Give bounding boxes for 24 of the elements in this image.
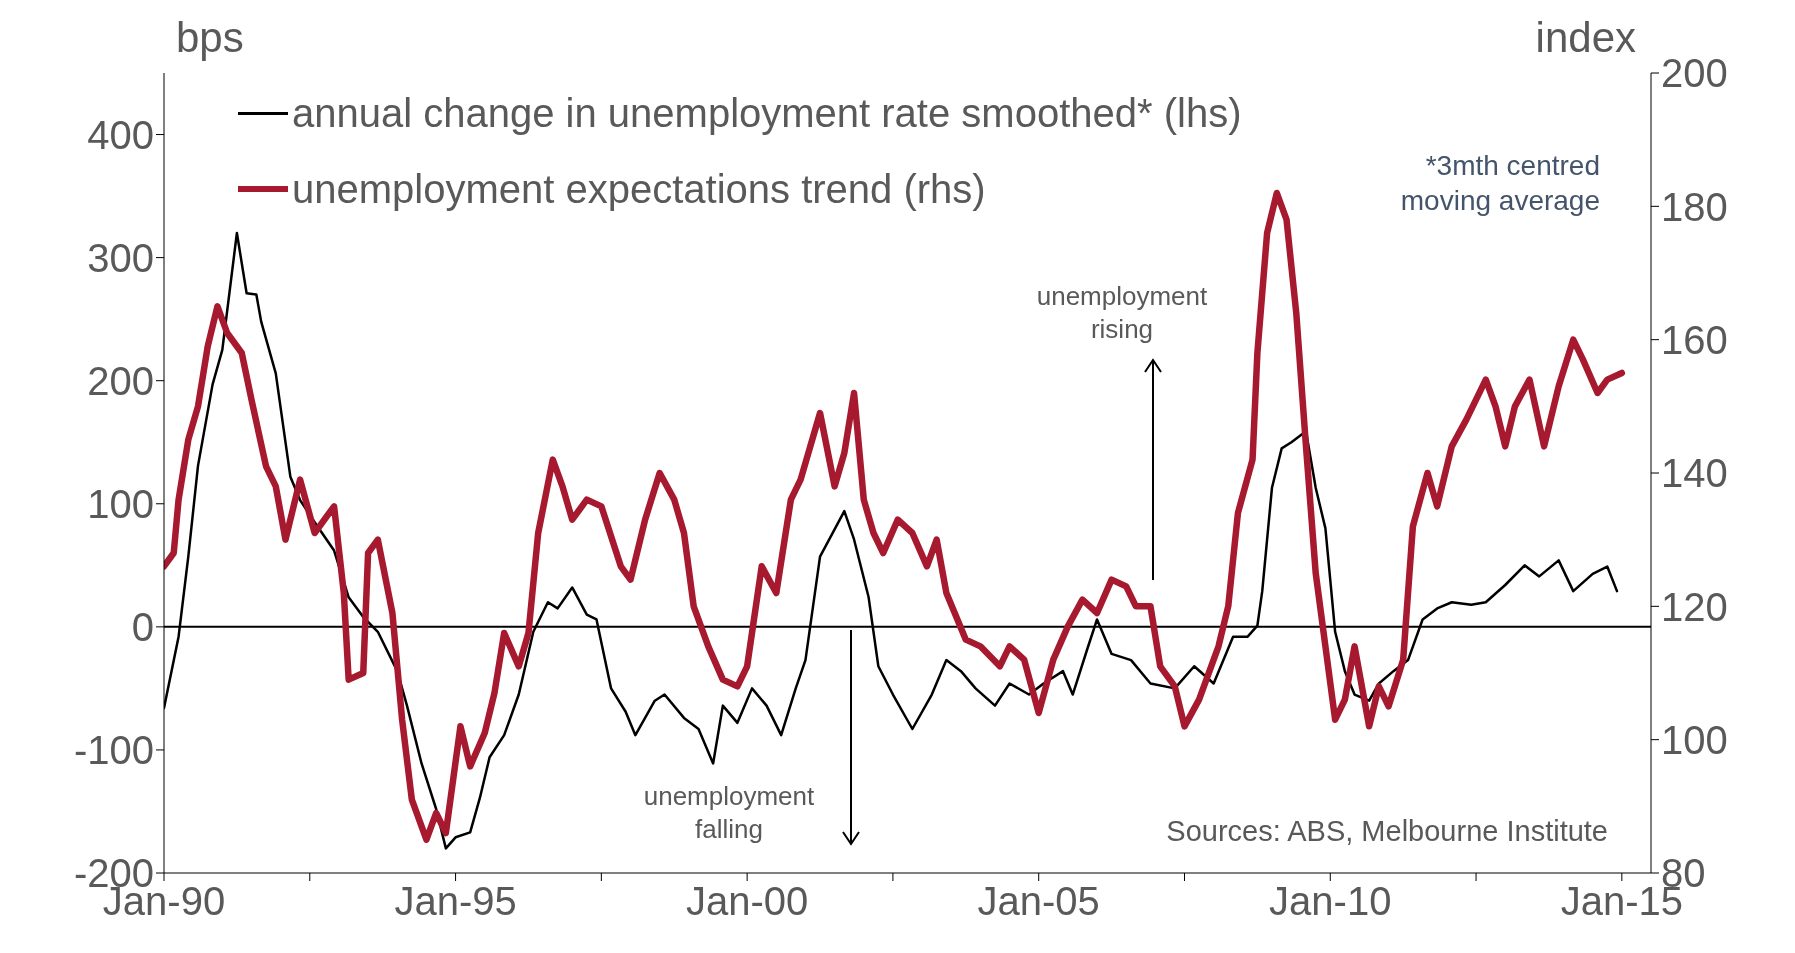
x-tick-label: Jan-00 [685, 879, 809, 924]
x-tick-label: Jan-10 [1269, 879, 1392, 924]
y2-tick-label: 160 [1661, 317, 1728, 362]
y-tick-label: 300 [87, 235, 154, 280]
y2-tick-label: 120 [1661, 584, 1728, 629]
annotation: Sources: ABS, Melbourne Institute [1166, 814, 1608, 849]
legend-label: annual change in unemployment rate smoothed* (lhs) [292, 90, 1242, 136]
y-tick-label: 0 [131, 605, 154, 650]
y-tick-label: 100 [87, 481, 154, 526]
annotation: *3mth centred moving average [1399, 149, 1600, 218]
y-axis-title: bps [176, 14, 244, 62]
y-tick-label: 200 [87, 358, 154, 403]
x-tick-label: Jan-95 [394, 879, 517, 924]
y2-tick-label: 180 [1661, 184, 1728, 229]
y2-axis-title: index [1535, 14, 1636, 62]
x-tick-label: Jan-05 [977, 879, 1100, 924]
y-tick-label: -100 [73, 728, 154, 773]
y2-tick-label: 140 [1661, 451, 1728, 496]
annotation: unemployment falling [642, 780, 816, 845]
legend-label: unemployment expectations trend (rhs) [292, 166, 986, 212]
annotation: unemployment rising [1035, 280, 1209, 345]
y2-tick-label: 100 [1661, 717, 1728, 762]
y-tick-label: 400 [87, 112, 154, 157]
y2-tick-label: 200 [1661, 51, 1728, 96]
